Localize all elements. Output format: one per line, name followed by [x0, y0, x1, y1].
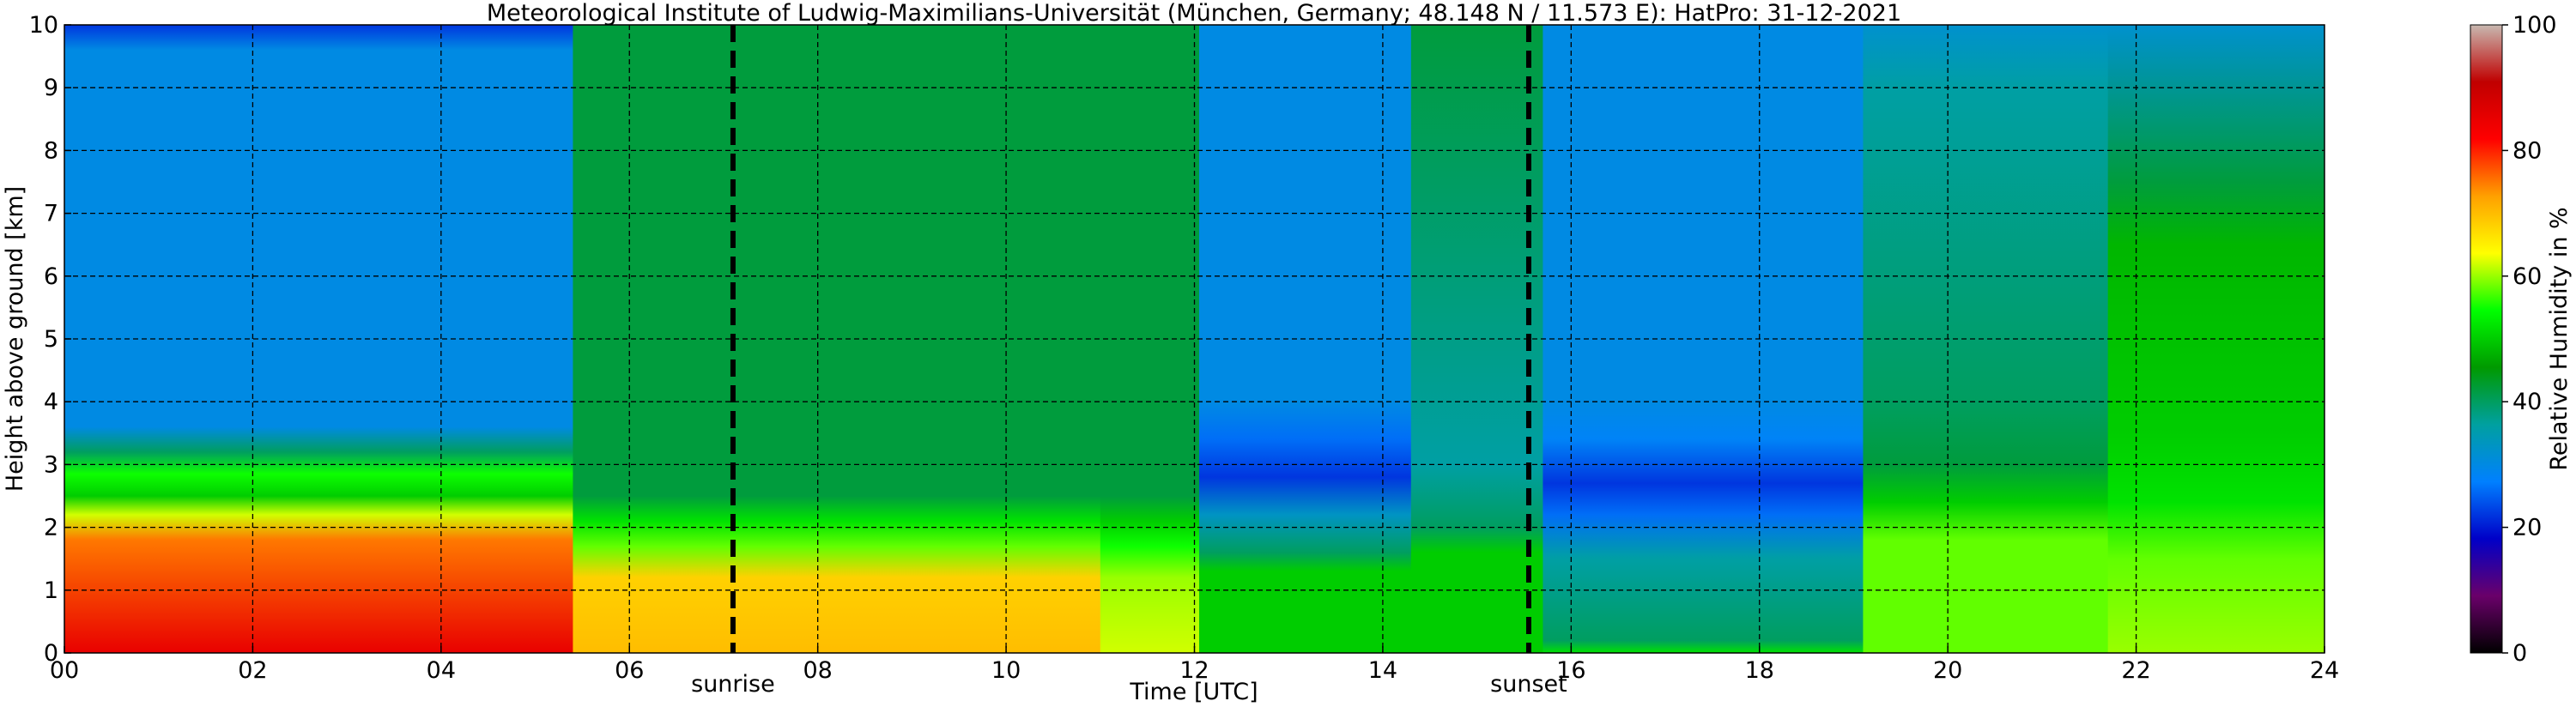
grid-lines [64, 25, 2324, 653]
x-tick-label: 08 [803, 657, 832, 684]
colorbar-tick-label: 20 [2512, 515, 2542, 541]
y-axis-ticks: 0 1 2 3 4 5 6 7 8 9 10 [29, 12, 71, 667]
chart-title: Meteorological Institute of Ludwig-Maxim… [487, 0, 1901, 27]
y-tick-label: 10 [29, 12, 58, 39]
y-tick-label: 9 [44, 75, 58, 101]
sunrise-label: sunrise [691, 671, 775, 698]
x-tick-label: 04 [427, 657, 456, 684]
colorbar [2470, 24, 2503, 654]
sun-markers: sunrise sunset [691, 25, 1567, 698]
x-tick-label: 18 [1745, 657, 1774, 684]
colorbar-tick-label: 80 [2512, 137, 2542, 164]
heatmap-segment [1863, 25, 2109, 653]
x-tick-label: 20 [1933, 657, 1962, 684]
colorbar-tick-label: 100 [2512, 12, 2557, 39]
x-tick-label: 10 [991, 657, 1021, 684]
x-tick-label: 02 [238, 657, 267, 684]
colorbar-tick-label: 60 [2512, 263, 2542, 290]
x-tick-label: 14 [1368, 657, 1397, 684]
x-tick-label: 16 [1556, 657, 1585, 684]
y-tick-label: 2 [44, 515, 58, 541]
x-axis-ticks: 00 02 04 06 08 10 12 14 16 18 20 22 24 [50, 646, 2339, 684]
colorbar-tick-label: 0 [2512, 640, 2527, 667]
y-tick-label: 4 [44, 389, 58, 415]
y-tick-label: 3 [44, 451, 58, 478]
y-tick-label: 5 [44, 326, 58, 353]
colorbar-label: Relative Humidity in % [2546, 207, 2573, 470]
heatmap-segment [1543, 25, 1864, 653]
x-tick-label: 22 [2121, 657, 2150, 684]
x-tick-label: 00 [50, 657, 79, 684]
y-tick-label: 0 [44, 640, 58, 667]
y-axis-label: Height above ground [km] [2, 186, 28, 492]
sunset-label: sunset [1490, 671, 1567, 698]
y-tick-label: 8 [44, 137, 58, 164]
y-tick-label: 6 [44, 263, 58, 290]
x-axis-label: Time [UTC] [1129, 679, 1258, 705]
y-tick-label: 1 [44, 577, 58, 604]
x-tick-label: 24 [2310, 657, 2339, 684]
colorbar-tick-label: 40 [2512, 389, 2542, 415]
x-tick-label: 12 [1179, 657, 1209, 684]
y-tick-label: 7 [44, 201, 58, 227]
colorbar-fill [2470, 24, 2503, 654]
x-tick-label: 06 [615, 657, 644, 684]
colorbar-ticks: 0 20 40 60 80 100 [2502, 12, 2557, 667]
